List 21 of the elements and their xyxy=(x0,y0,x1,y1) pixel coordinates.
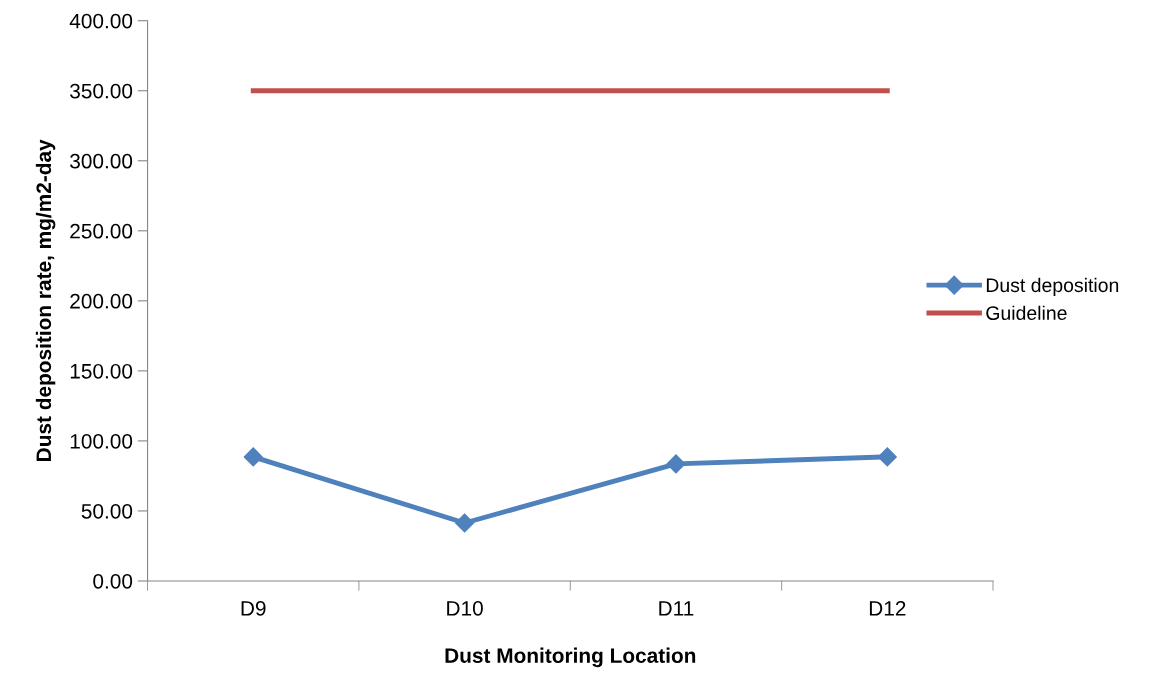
point xyxy=(877,447,897,467)
y-tick-label: 250.00 xyxy=(70,223,133,239)
legend-label: Dust deposition xyxy=(986,277,1119,296)
point xyxy=(666,454,686,474)
y-tick-label: 350.00 xyxy=(70,83,133,99)
y-tick-label: 0.00 xyxy=(93,573,133,589)
y-axis-title: Dust deposition rate, mg/m2-day xyxy=(35,139,56,461)
y-tick-label: 200.00 xyxy=(70,293,133,309)
y-tick-label: 300.00 xyxy=(70,153,133,169)
y-tick-label: 150.00 xyxy=(70,363,133,379)
x-tick-label: D12 xyxy=(869,600,906,616)
legend-label: Guideline xyxy=(986,305,1067,320)
x-axis-title: Dust Monitoring Location xyxy=(445,647,696,668)
x-tick-label: D9 xyxy=(241,600,266,616)
x-tick-label: D11 xyxy=(659,601,694,616)
y-tick-label: 400.00 xyxy=(69,13,133,29)
y-tick-label: 50.00 xyxy=(81,503,133,519)
y-tick-label: 100.00 xyxy=(70,433,133,449)
point xyxy=(243,447,263,467)
x-tick-label: D10 xyxy=(447,600,483,616)
point xyxy=(455,513,475,533)
